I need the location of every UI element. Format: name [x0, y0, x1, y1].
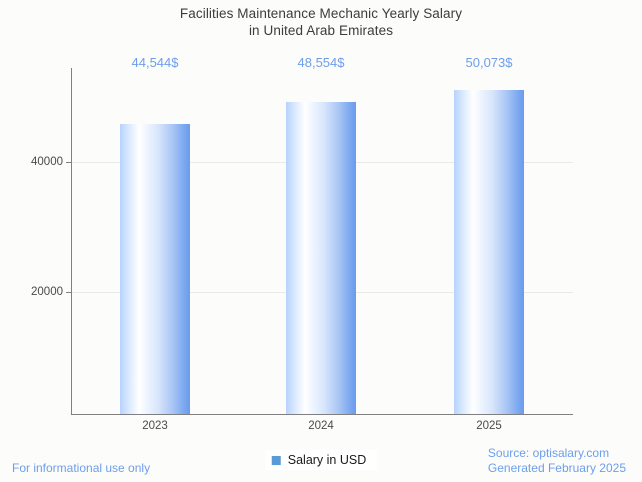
ytick-label-20000: 20000: [31, 286, 63, 298]
x-axis-line: [71, 414, 573, 415]
chart-title-line-1: Facilities Maintenance Mechanic Yearly S…: [179, 6, 463, 21]
legend-label-salary-in-usd: Salary in USD: [287, 453, 367, 467]
legend-swatch-icon: [271, 455, 281, 465]
bar-2023[interactable]: [120, 124, 190, 414]
source-text: Source: optisalary.com: [487, 446, 610, 460]
y-axis-line: [71, 68, 72, 415]
chart-title: Facilities Maintenance Mechanic Yearly S…: [0, 5, 642, 39]
plot-area: [71, 68, 573, 414]
value-label-2025: 50,073$: [465, 55, 513, 70]
bar-2025[interactable]: [454, 90, 524, 414]
source-block: Source: optisalary.com Generated Februar…: [488, 446, 626, 476]
value-label-2023: 44,544$: [131, 55, 179, 70]
ytick-label-40000: 40000: [31, 156, 63, 168]
value-label-2024: 48,554$: [297, 55, 345, 70]
ytick-mark-20000: [66, 292, 71, 293]
bar-2024[interactable]: [286, 102, 356, 414]
ytick-mark-40000: [66, 162, 71, 163]
xtick-label-2025: 2025: [476, 420, 502, 432]
generated-text: Generated February 2025: [487, 461, 626, 475]
xtick-label-2024: 2024: [308, 420, 334, 432]
disclaimer-text: For informational use only: [12, 461, 151, 475]
chart-legend[interactable]: Salary in USD: [265, 450, 377, 470]
chart-title-line-2: in United Arab Emirates: [248, 23, 394, 38]
xtick-label-2023: 2023: [142, 420, 168, 432]
